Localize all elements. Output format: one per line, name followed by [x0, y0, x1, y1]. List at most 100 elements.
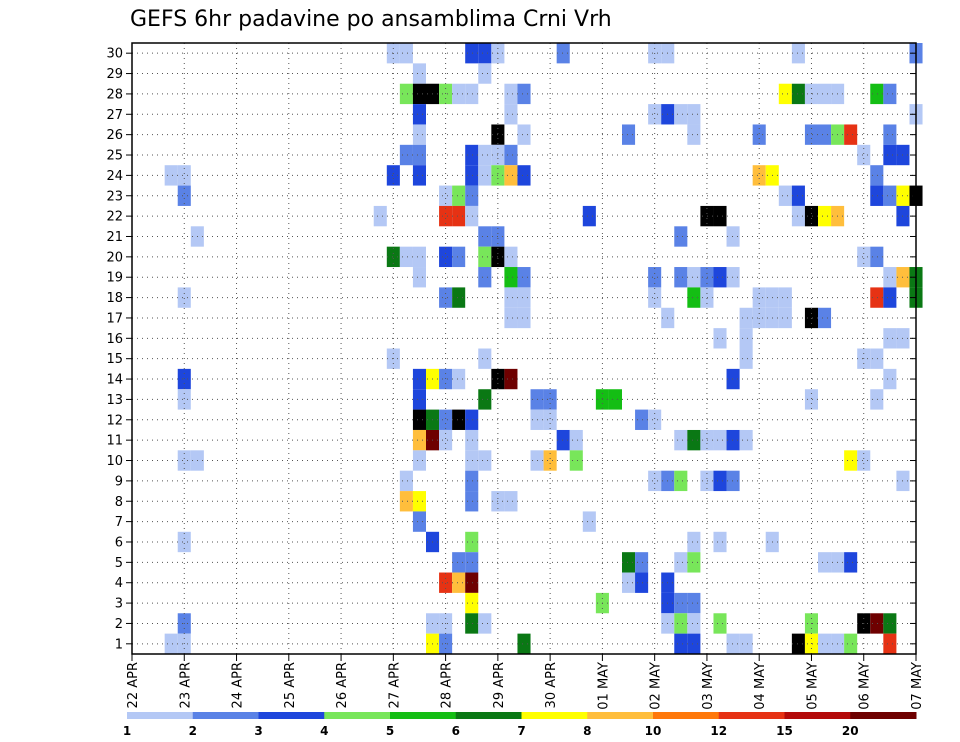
legend-swatch: [718, 712, 785, 719]
x-tick-label: 26 APR: [335, 662, 350, 708]
heatmap-cell: [804, 205, 818, 227]
heatmap-cell: [648, 470, 662, 492]
heatmap-cell: [844, 450, 858, 471]
heatmap-cell: [478, 267, 492, 288]
heatmap-cell: [700, 470, 714, 492]
heatmap-cell: [504, 307, 518, 329]
x-tick-label: 30 APR: [544, 662, 559, 708]
legend-label: 6: [452, 724, 460, 738]
heatmap-cell: [504, 368, 518, 390]
legend-label: 1: [123, 724, 131, 738]
legend-label: 8: [583, 724, 591, 738]
legend-label: 4: [320, 724, 328, 738]
heatmap-cell: [870, 287, 884, 308]
x-tick-label: 25 APR: [283, 662, 298, 708]
heatmap-cell: [739, 633, 753, 654]
heatmap-cell: [452, 83, 466, 105]
heatmap-cell: [648, 409, 662, 430]
heatmap-cell: [465, 470, 479, 492]
heatmap-cell: [399, 246, 413, 268]
legend-swatch: [784, 712, 851, 719]
heatmap-cell: [870, 165, 884, 186]
heatmap-cell: [177, 531, 191, 553]
heatmap-cell: [412, 83, 426, 105]
heatmap-cell: [674, 267, 688, 288]
heatmap-cell: [818, 205, 832, 227]
heatmap-cell: [883, 328, 897, 349]
heatmap-cell: [687, 429, 701, 451]
heatmap-cell: [543, 389, 557, 410]
heatmap-cell: [791, 185, 805, 206]
heatmap-cell: [687, 633, 701, 654]
legend-swatch: [258, 712, 325, 719]
heatmap-cell: [791, 43, 805, 64]
heatmap-cell: [478, 63, 492, 84]
heatmap-cell: [412, 368, 426, 390]
heatmap-cell: [399, 83, 413, 105]
heatmap-cell: [687, 592, 701, 614]
heatmap-cell: [412, 491, 426, 512]
heatmap-cell: [412, 63, 426, 84]
heatmap-cell: [452, 552, 466, 573]
y-tick-label: 5: [115, 556, 123, 571]
heatmap-cell: [452, 246, 466, 268]
heatmap-cell: [674, 104, 688, 125]
heatmap-cell: [648, 104, 662, 125]
y-tick-label: 18: [106, 291, 123, 306]
heatmap-cell: [870, 246, 884, 268]
heatmap-cell: [569, 429, 583, 451]
heatmap-cell: [164, 165, 178, 186]
heatmap-cell: [412, 246, 426, 268]
y-tick-label: 24: [106, 169, 123, 184]
heatmap-cell: [713, 205, 727, 227]
heatmap-cell: [412, 267, 426, 288]
heatmap-cell: [844, 633, 858, 654]
heatmap-cell: [883, 144, 897, 166]
heatmap-cell: [674, 552, 688, 573]
heatmap-cell: [726, 368, 740, 390]
heatmap-cell: [739, 328, 753, 349]
legend-swatch: [850, 712, 917, 719]
heatmap-cell: [177, 185, 191, 206]
heatmap-cell: [517, 633, 531, 654]
x-tick-label: 02 MAY: [649, 662, 664, 710]
heatmap-cell: [622, 552, 636, 573]
heatmap-cell: [399, 144, 413, 166]
heatmap-cell: [543, 409, 557, 430]
y-tick-label: 15: [106, 352, 123, 367]
heatmap-cell: [791, 205, 805, 227]
heatmap-cell: [478, 348, 492, 369]
heatmap-cell: [504, 287, 518, 308]
heatmap-cell: [177, 287, 191, 308]
y-tick-label: 29: [106, 67, 123, 82]
legend-swatch: [521, 712, 588, 719]
heatmap-cell: [412, 144, 426, 166]
chart-title: GEFS 6hr padavine po ansamblima Crni Vrh: [130, 7, 612, 32]
heatmap-cell: [465, 185, 479, 206]
heatmap-cell: [439, 205, 453, 227]
y-tick-label: 30: [106, 47, 123, 62]
heatmap-cell: [870, 348, 884, 369]
heatmap-cell: [452, 409, 466, 430]
y-tick-label: 4: [115, 576, 123, 591]
heatmap-cell: [412, 511, 426, 532]
x-tick-label: 24 APR: [231, 662, 246, 708]
heatmap-cell: [713, 328, 727, 349]
heatmap-cell: [386, 165, 400, 186]
heatmap-cell: [674, 592, 688, 614]
legend-swatch: [192, 712, 259, 719]
y-tick-label: 11: [106, 434, 123, 449]
heatmap-cell: [674, 613, 688, 634]
heatmap-cell: [700, 267, 714, 288]
heatmap-cell: [504, 267, 518, 288]
heatmap-cell: [412, 104, 426, 125]
y-tick-label: 1: [115, 637, 123, 652]
y-tick-label: 13: [106, 393, 123, 408]
heatmap-cell: [739, 429, 753, 451]
heatmap-cell: [752, 307, 766, 329]
heatmap-cell: [412, 165, 426, 186]
heatmap-cell: [439, 409, 453, 430]
x-tick-label: 03 MAY: [701, 662, 716, 710]
heatmap-cell: [465, 409, 479, 430]
heatmap-cell: [883, 633, 897, 654]
